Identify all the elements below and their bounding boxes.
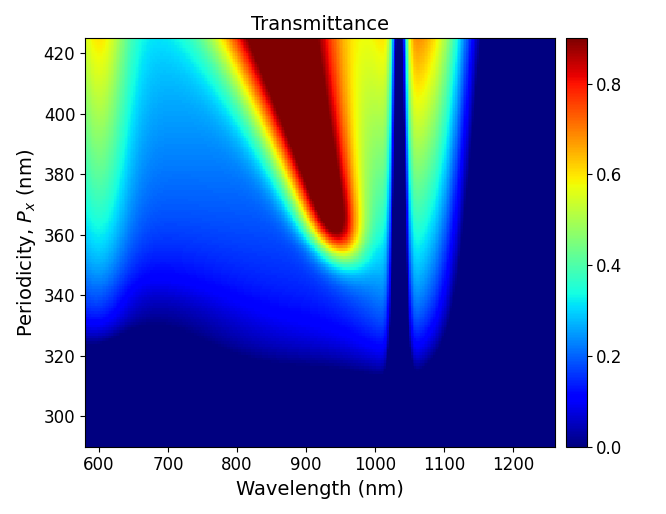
Title: Transmittance: Transmittance	[251, 15, 389, 34]
X-axis label: Wavelength (nm): Wavelength (nm)	[236, 480, 404, 499]
Y-axis label: Periodicity, $P_x$ (nm): Periodicity, $P_x$ (nm)	[15, 149, 38, 337]
